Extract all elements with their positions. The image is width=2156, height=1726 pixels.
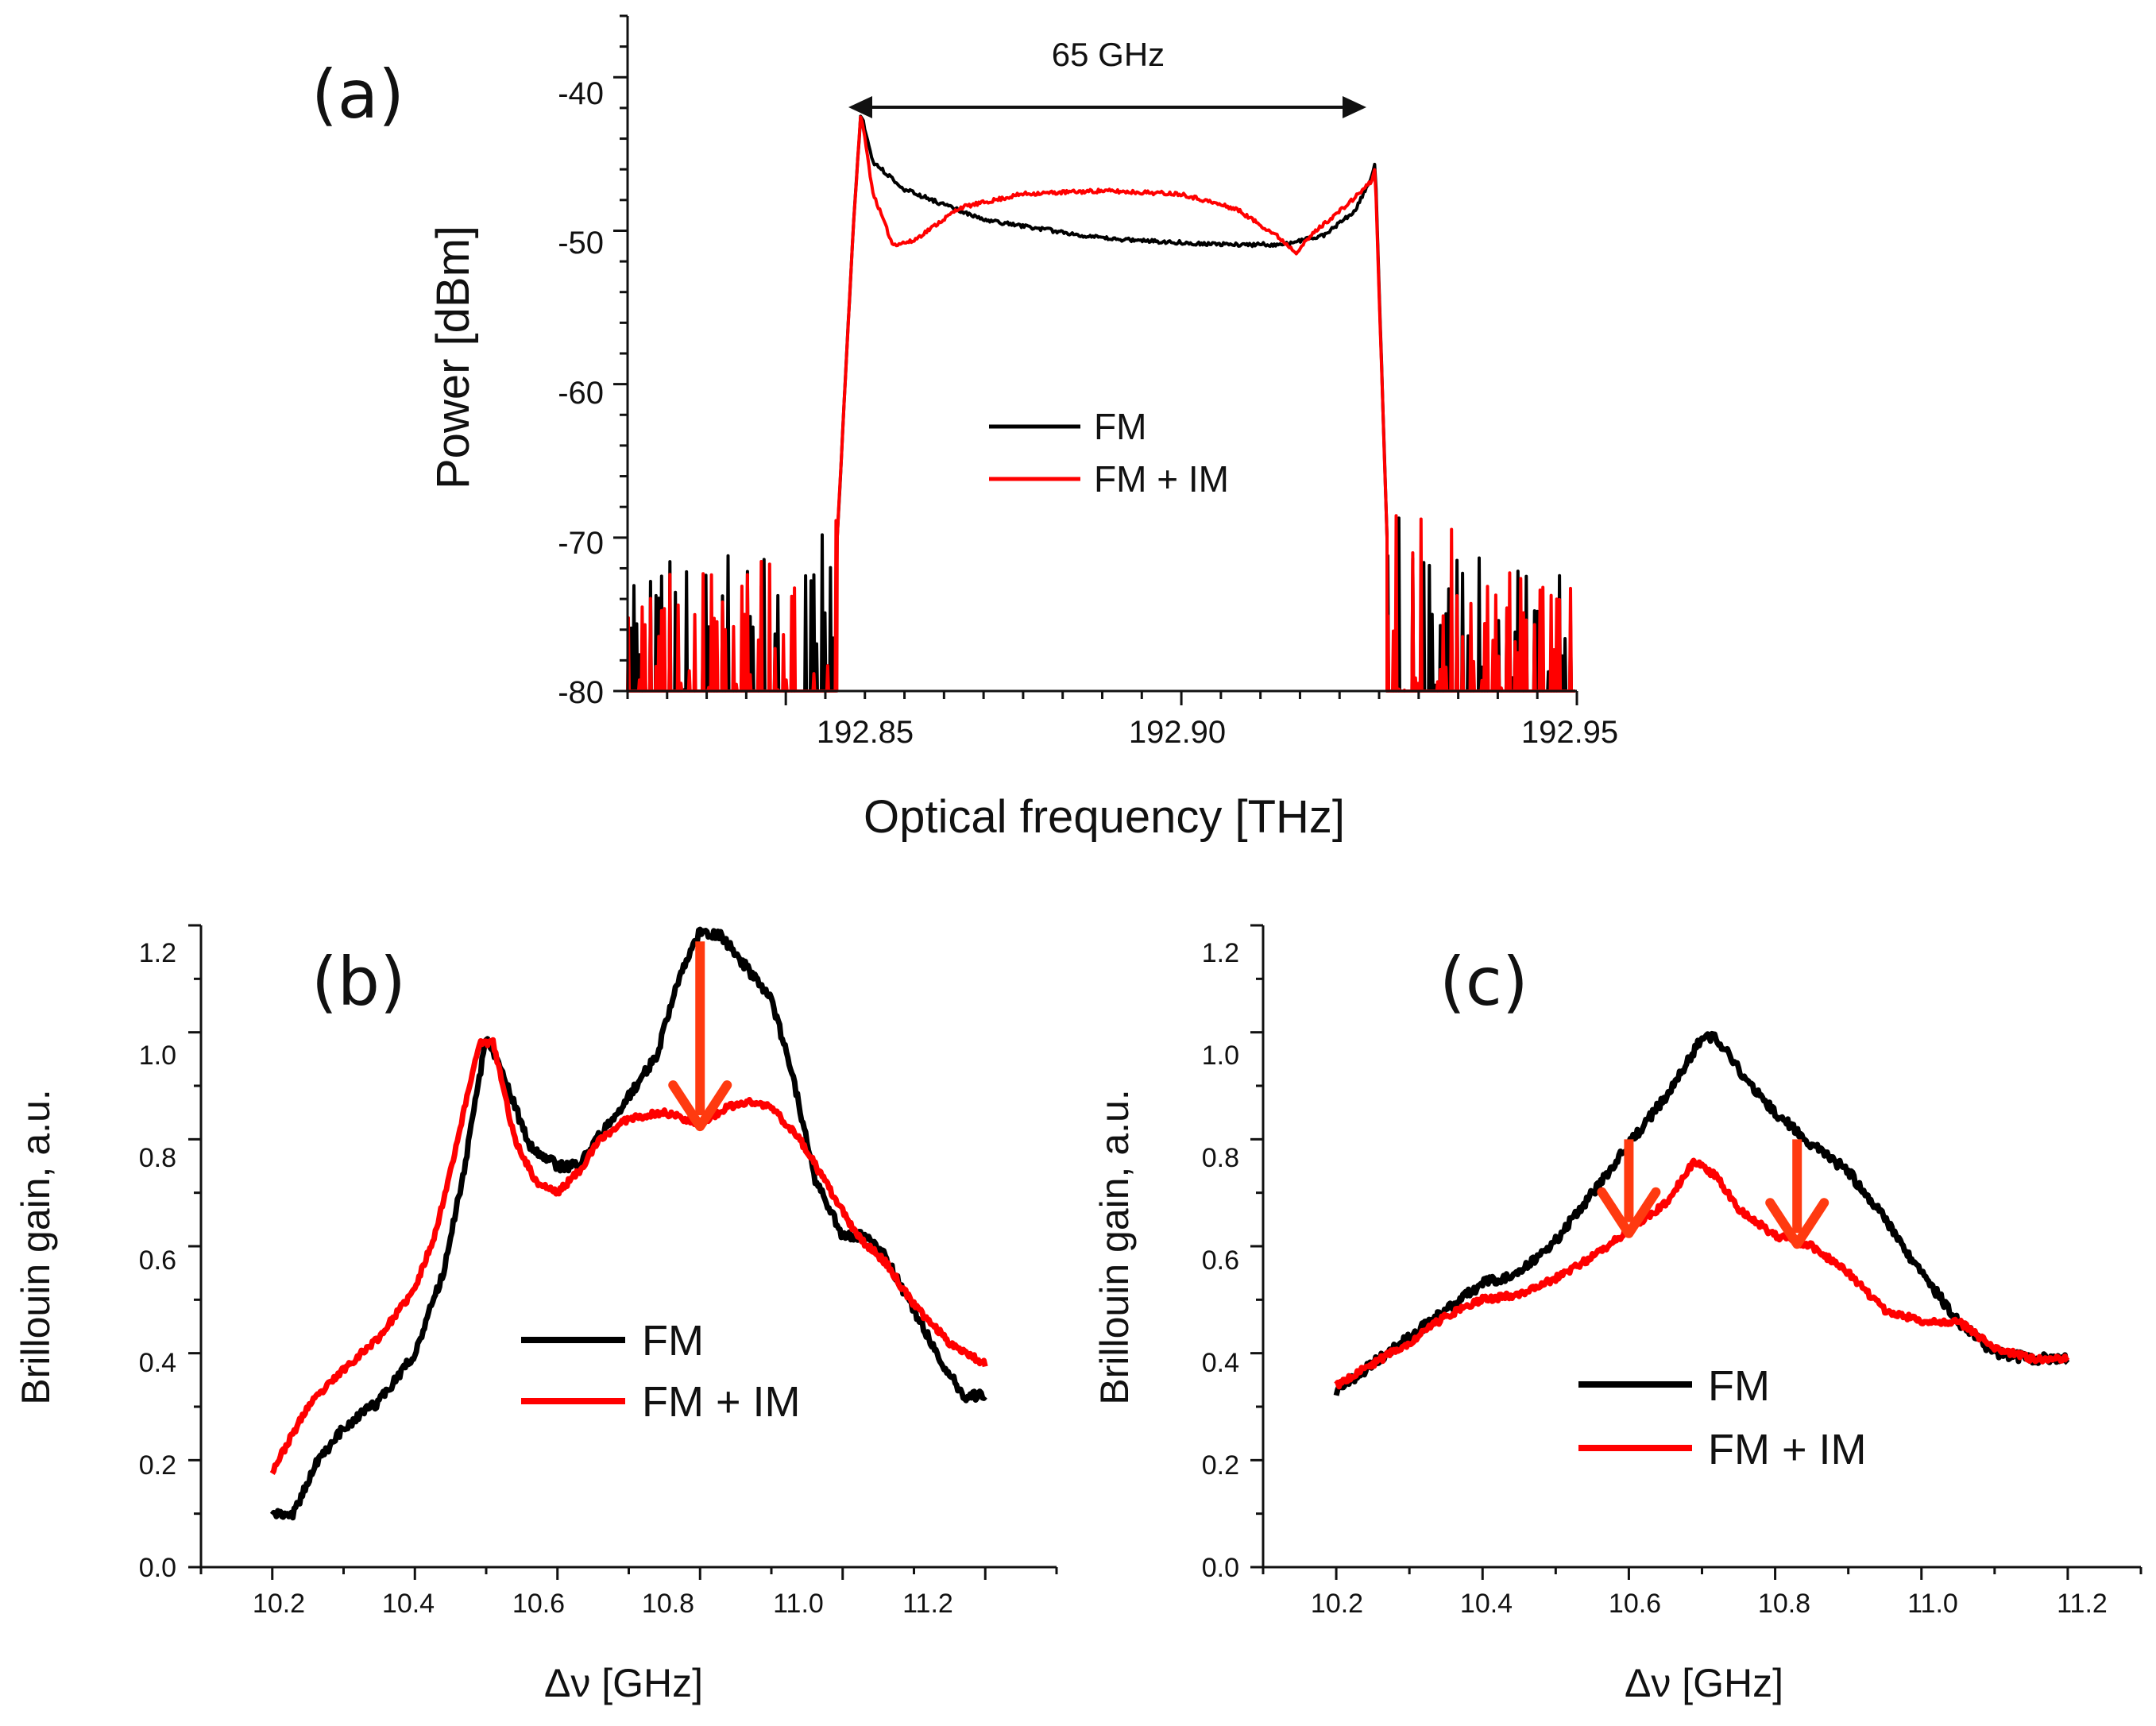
legend-label-fm-im: FM + IM (642, 1378, 801, 1426)
panel-c: 0.0 0.2 0.4 0.6 0.8 1.0 1.2 10.2 10.4 10… (1092, 924, 2142, 1705)
panel-a-label: (a) (311, 56, 404, 133)
panel-c-xtick-label: 10.8 (1758, 1589, 1810, 1619)
legend-label-fm: FM (642, 1317, 704, 1365)
panel-a-ytick-label: -60 (558, 376, 604, 411)
panel-b-series-fm-im (269, 1037, 988, 1475)
panel-b-xtick-labels: 10.2 10.4 10.6 10.8 11.0 11.2 (253, 1589, 953, 1619)
bandwidth-arrow-right-head (1343, 96, 1366, 118)
panel-b-x-axis-title: Δν [GHz] (544, 1661, 703, 1705)
legend-label-fm-im: FM + IM (1708, 1426, 1867, 1473)
panel-a-ytick-label: -40 (558, 76, 604, 111)
panel-b-y-axis-title: Brillouin gain, a.u. (14, 1089, 58, 1404)
panel-a-ytick-label: -80 (558, 675, 604, 710)
panel-c-legend: FM FM + IM (1578, 1362, 1867, 1473)
panel-a-ytick-labels: -80 -70 -60 -50 -40 (558, 76, 604, 710)
panel-c-curves (1333, 1030, 2070, 1396)
panel-c-arrow-head (1597, 1187, 1661, 1238)
panel-c-xtick-labels: 10.2 10.4 10.6 10.8 11.0 11.2 (1311, 1589, 2108, 1619)
panel-a-curves (626, 114, 1575, 693)
panel-b-xtick-label: 11.0 (773, 1589, 824, 1619)
panel-b-curves (269, 926, 988, 1521)
bandwidth-annotation: 65 GHz (848, 36, 1366, 118)
panel-b-legend: FM FM + IM (521, 1317, 801, 1426)
panel-c-xtick-label: 11.2 (2057, 1589, 2108, 1619)
panel-a-x-axis-title: Optical frequency [THz] (864, 791, 1345, 843)
panel-c-ytick-label: 0.0 (1202, 1553, 1239, 1583)
panel-a-ticks (613, 14, 1578, 705)
panel-b: 0.0 0.2 0.4 0.6 0.8 1.0 1.2 10.2 10.4 10… (14, 924, 1058, 1705)
panel-b-ytick-label: 0.0 (139, 1553, 176, 1583)
panel-b-ytick-label: 0.2 (139, 1450, 176, 1481)
panel-c-ytick-label: 0.2 (1202, 1450, 1239, 1481)
legend-label-fm: FM (1094, 406, 1146, 447)
panel-a-xtick-labels: 192.85 192.90 192.95 (817, 715, 1618, 750)
panel-b-ytick-labels: 0.0 0.2 0.4 0.6 0.8 1.0 1.2 (139, 938, 176, 1583)
panel-c-label: (c) (1439, 943, 1528, 1021)
panel-c-xtick-label: 10.4 (1460, 1589, 1513, 1619)
panel-b-ytick-label: 0.6 (139, 1245, 176, 1276)
panel-c-ytick-labels: 0.0 0.2 0.4 0.6 0.8 1.0 1.2 (1202, 938, 1239, 1583)
panel-c-series-fm-im (1334, 1157, 2070, 1390)
panel-c-y-axis-title: Brillouin gain, a.u. (1092, 1089, 1137, 1404)
panel-a-y-axis-title: Power [dBm] (427, 226, 479, 489)
panel-b-xtick-label: 11.2 (902, 1589, 953, 1619)
bandwidth-label: 65 GHz (1052, 36, 1165, 73)
panel-c-xtick-label: 10.2 (1311, 1589, 1363, 1619)
panel-b-ytick-label: 0.8 (139, 1143, 176, 1173)
panel-a: -80 -70 -60 -50 -40 192.85 192.90 192.95… (311, 14, 1618, 843)
bandwidth-arrow-left-head (848, 96, 872, 118)
panel-a-ytick-label: -70 (558, 526, 604, 561)
panel-c-xtick-label: 10.6 (1609, 1589, 1661, 1619)
panel-c-x-axis-title: Δν [GHz] (1625, 1661, 1783, 1705)
panel-b-arrow-head (668, 1080, 732, 1132)
panel-c-ytick-label: 1.0 (1202, 1041, 1239, 1071)
panel-c-arrow-head (1765, 1198, 1830, 1249)
panel-b-xtick-label: 10.2 (253, 1589, 305, 1619)
panel-c-ytick-label: 1.2 (1202, 938, 1239, 968)
panel-a-xtick-label: 192.95 (1521, 715, 1618, 750)
panel-b-xtick-label: 10.4 (382, 1589, 435, 1619)
panel-c-series-fm (1333, 1030, 2070, 1396)
panel-c-ytick-label: 0.4 (1202, 1348, 1239, 1378)
panel-c-ticks (1250, 924, 2142, 1580)
legend-label-fm-im: FM + IM (1094, 458, 1229, 500)
panel-b-ytick-label: 1.0 (139, 1041, 176, 1071)
panel-c-ytick-label: 0.6 (1202, 1245, 1239, 1276)
panel-b-ytick-label: 0.4 (139, 1348, 176, 1378)
legend-label-fm: FM (1708, 1362, 1770, 1410)
panel-b-label: (b) (311, 943, 406, 1021)
panel-a-legend: FM FM + IM (989, 406, 1229, 500)
panel-c-arrows (1597, 1139, 1830, 1249)
panel-b-ytick-label: 1.2 (139, 938, 176, 968)
panel-a-series-fm-im (626, 115, 1575, 693)
panel-b-ticks (188, 924, 1058, 1580)
panel-a-ytick-label: -50 (558, 226, 604, 261)
panel-c-ytick-label: 0.8 (1202, 1143, 1239, 1173)
panel-a-xtick-label: 192.90 (1129, 715, 1226, 750)
panel-b-xtick-label: 10.6 (512, 1589, 565, 1619)
panel-c-xtick-label: 11.0 (1907, 1589, 1958, 1619)
panel-b-arrows (668, 941, 732, 1132)
panel-b-xtick-label: 10.8 (642, 1589, 694, 1619)
panel-b-series-fm (269, 926, 987, 1521)
panel-a-xtick-label: 192.85 (817, 715, 914, 750)
